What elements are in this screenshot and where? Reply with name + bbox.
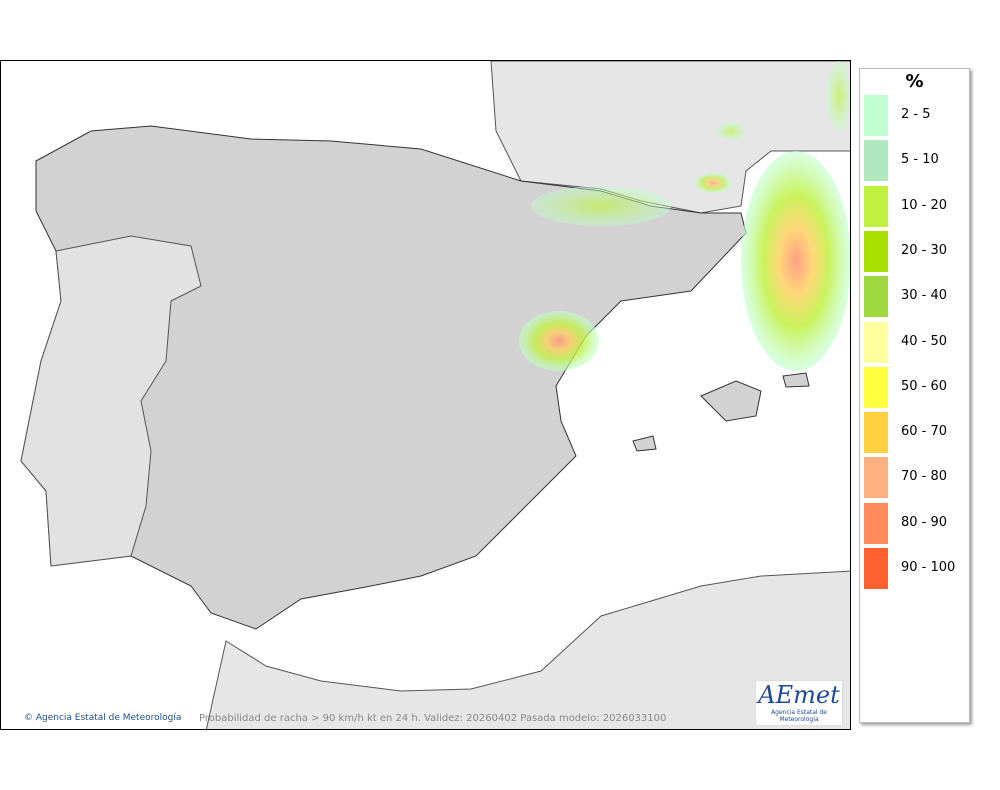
probability-area [695, 173, 731, 193]
logo-text: AEmet [758, 681, 840, 709]
legend-label: 2 - 5 [901, 107, 931, 122]
probability-area [741, 151, 850, 371]
legend-item: 90 - 100 [864, 548, 964, 589]
legend-item: 5 - 10 [864, 140, 964, 182]
logo-subtitle: Agencia Estatal de Meteorología [770, 709, 827, 723]
legend-swatch [864, 321, 888, 363]
mallorca [700, 380, 762, 422]
legend-swatch [864, 185, 888, 227]
probability-area [531, 186, 671, 226]
legend-label: 60 - 70 [901, 424, 948, 440]
credit: © Agencia Estatal de Meteorología [24, 713, 182, 723]
legend-item: 70 - 80 [864, 457, 964, 499]
africa [205, 570, 850, 729]
legend-item: 50 - 60 [864, 366, 964, 408]
portugal [20, 235, 202, 567]
probability-area [519, 311, 599, 371]
probability-area [717, 122, 745, 140]
legend-swatch [864, 95, 888, 136]
legend-label: 20 - 30 [901, 242, 948, 258]
legend-item: 2 - 5 [864, 95, 964, 136]
menorca [782, 372, 810, 388]
legend-label: 10 - 20 [901, 197, 948, 213]
legend-item: 30 - 40 [864, 276, 964, 318]
legend-swatch [864, 548, 888, 589]
legend-swatch [864, 276, 888, 318]
credit-text: Agencia Estatal de Meteorología [35, 713, 182, 723]
legend-label: 30 - 40 [901, 288, 948, 304]
map [0, 60, 851, 730]
legend-label: 90 - 100 [901, 560, 956, 575]
legend-item: 40 - 50 [864, 321, 964, 363]
legend: % 2 - 5 5 - 10 10 - 20 20 - 30 30 - 40 40 - 5… [859, 68, 970, 723]
legend-swatch [864, 366, 888, 408]
legend-label: 80 - 90 [901, 514, 948, 530]
caption: Probabilidad de racha > 90 km/h kt en 24… [199, 713, 667, 724]
legend-item: 60 - 70 [864, 412, 964, 454]
legend-label: 50 - 60 [901, 378, 948, 394]
ibiza [632, 435, 657, 452]
legend-item: 20 - 30 [864, 230, 964, 272]
france [490, 61, 850, 214]
legend-label: 40 - 50 [901, 333, 948, 349]
legend-swatch [864, 412, 888, 454]
legend-item: 10 - 20 [864, 185, 964, 227]
legend-swatch [864, 230, 888, 272]
legend-swatch [864, 140, 888, 182]
legend-swatch [864, 502, 888, 544]
legend-item: 80 - 90 [864, 502, 964, 544]
legend-swatch [864, 457, 888, 499]
logo: AEmet Agencia Estatal de Meteorología [755, 680, 843, 726]
probability-area [827, 61, 850, 131]
legend-label: 70 - 80 [901, 469, 948, 485]
map-drawing [20, 61, 850, 729]
legend-title: % [905, 71, 924, 92]
legend-label: 5 - 10 [901, 152, 939, 168]
